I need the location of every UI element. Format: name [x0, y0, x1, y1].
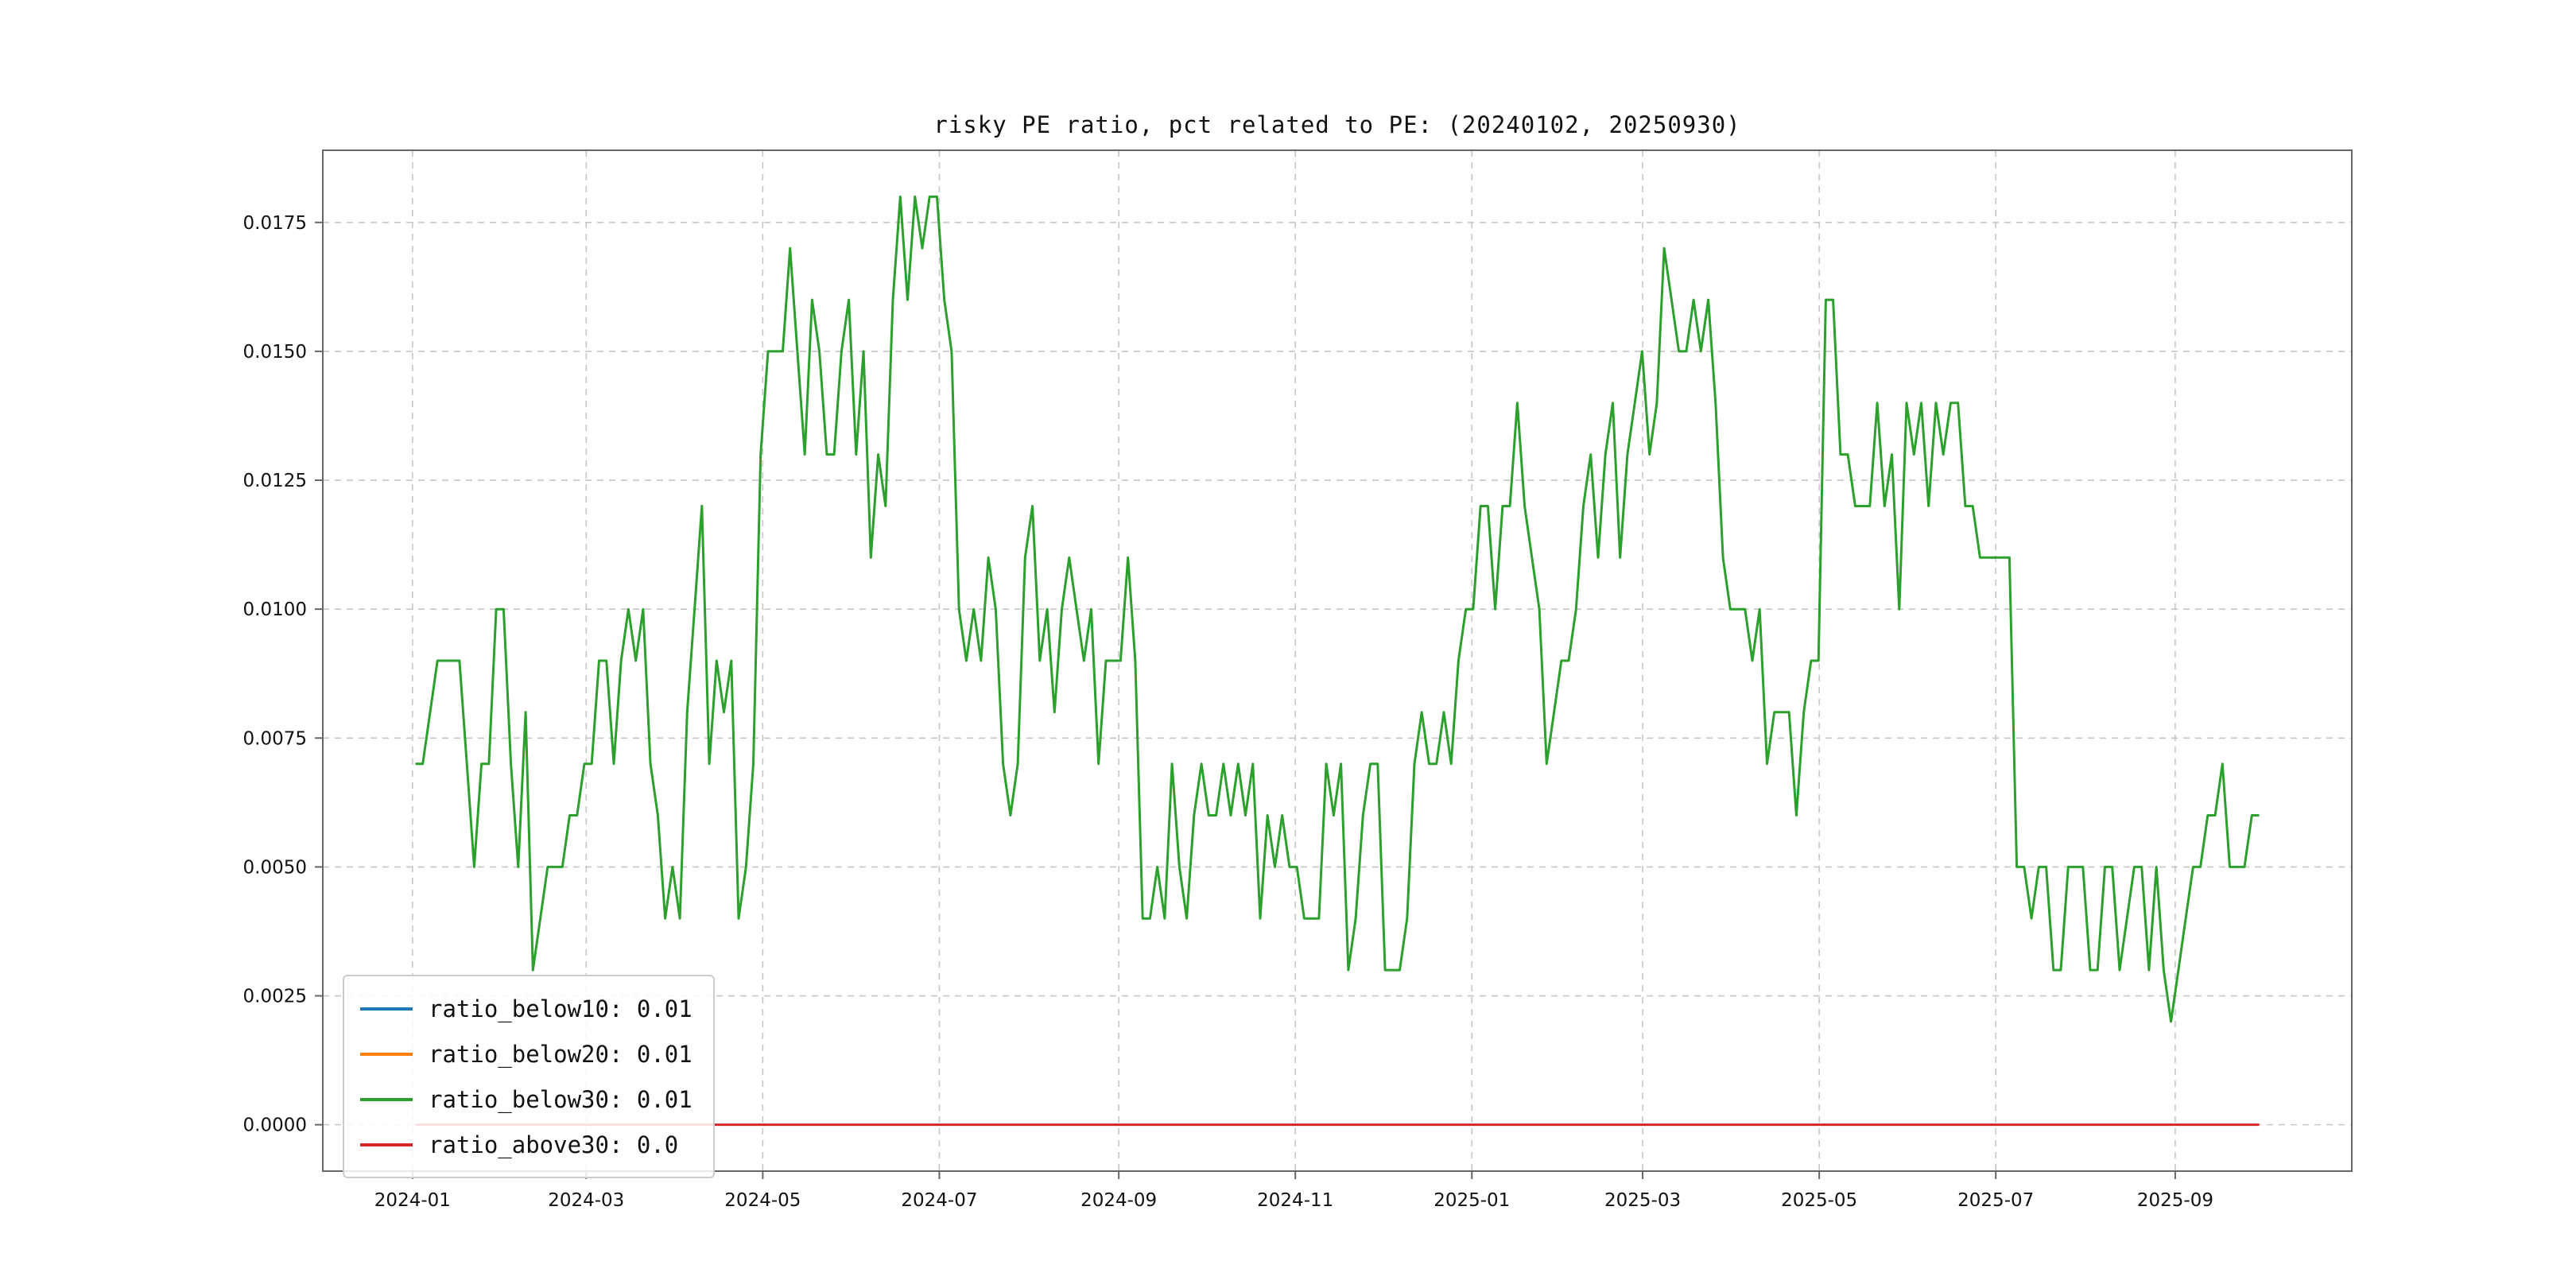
legend-label-ratio-below20: ratio_below20: 0.01: [429, 1040, 692, 1068]
svg-text:2025-05: 2025-05: [1781, 1190, 1857, 1211]
chart-title: risky PE ratio, pct related to PE: (2024…: [933, 111, 1741, 138]
legend-item-ratio-below30: ratio_below30: 0.01: [360, 1077, 692, 1122]
legend-item-ratio-above30: ratio_above30: 0.0: [360, 1122, 692, 1167]
svg-text:2024-11: 2024-11: [1257, 1190, 1333, 1211]
svg-text:2025-03: 2025-03: [1604, 1190, 1681, 1211]
legend-swatch-ratio-below30: [360, 1097, 413, 1101]
svg-text:0.0025: 0.0025: [243, 987, 307, 1007]
svg-text:0.0175: 0.0175: [243, 213, 307, 234]
svg-text:2025-09: 2025-09: [2137, 1190, 2213, 1211]
svg-text:2025-01: 2025-01: [1433, 1190, 1510, 1211]
svg-text:0.0125: 0.0125: [243, 471, 307, 491]
svg-text:2024-05: 2024-05: [724, 1190, 801, 1211]
svg-text:0.0100: 0.0100: [243, 599, 307, 620]
chart-legend: ratio_below10: 0.01 ratio_below20: 0.01 …: [343, 975, 715, 1178]
legend-swatch-ratio-below10: [360, 1007, 413, 1011]
legend-item-ratio-below10: ratio_below10: 0.01: [360, 986, 692, 1031]
svg-text:0.0050: 0.0050: [243, 857, 307, 878]
legend-swatch-ratio-below20: [360, 1052, 413, 1056]
svg-text:2025-07: 2025-07: [1957, 1190, 2034, 1211]
svg-text:2024-09: 2024-09: [1080, 1190, 1157, 1211]
legend-label-ratio-above30: ratio_above30: 0.0: [429, 1131, 679, 1158]
svg-text:2024-01: 2024-01: [374, 1190, 451, 1211]
legend-label-ratio-below10: ratio_below10: 0.01: [429, 995, 692, 1022]
legend-label-ratio-below30: ratio_below30: 0.01: [429, 1085, 692, 1113]
svg-text:2024-07: 2024-07: [901, 1190, 977, 1211]
svg-text:0.0075: 0.0075: [243, 728, 307, 749]
legend-item-ratio-below20: ratio_below20: 0.01: [360, 1031, 692, 1077]
svg-text:2024-03: 2024-03: [548, 1190, 624, 1211]
svg-text:0.0000: 0.0000: [243, 1115, 307, 1136]
legend-swatch-ratio-above30: [360, 1143, 413, 1146]
svg-text:0.0150: 0.0150: [243, 342, 307, 363]
